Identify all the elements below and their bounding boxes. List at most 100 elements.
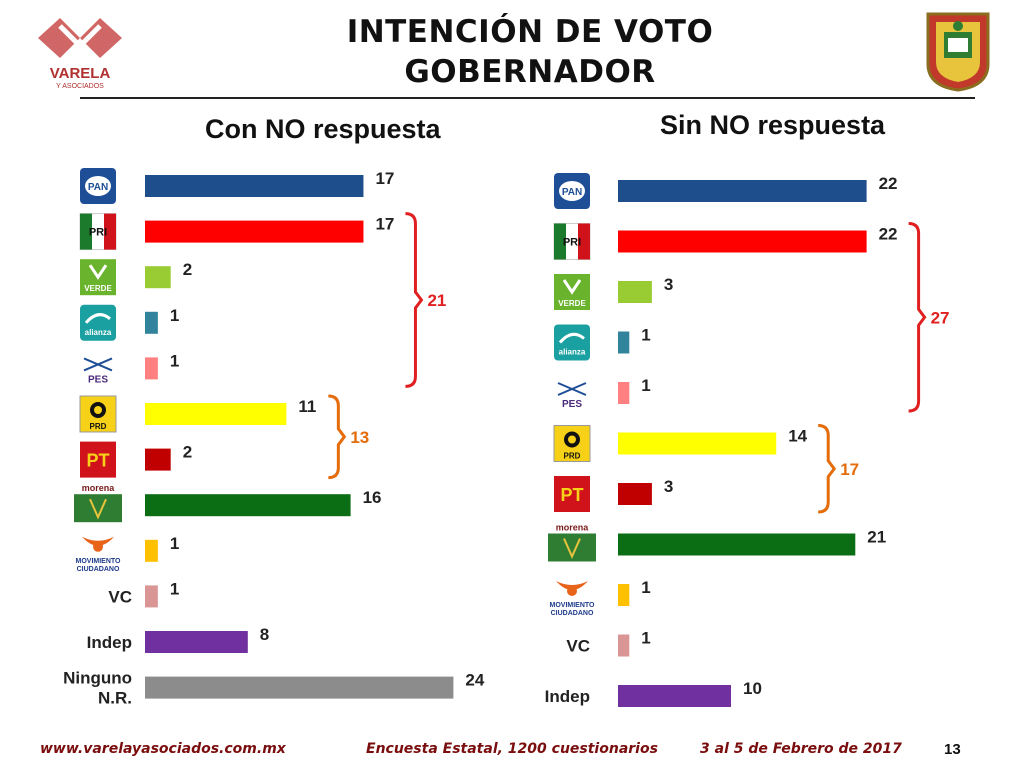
svg-text:PRI: PRI	[563, 237, 581, 249]
value-label-vc: 1	[641, 629, 650, 648]
value-label-mc: 1	[170, 534, 179, 553]
bracket-17	[818, 424, 837, 514]
value-label-pan: 17	[375, 169, 394, 188]
category-label-vc: VC	[566, 637, 590, 656]
svg-text:VERDE: VERDE	[558, 299, 586, 308]
bracket-total-13: 13	[350, 428, 369, 447]
page-title-line2: GOBERNADOR	[404, 54, 656, 90]
pes-logo-icon: PES	[557, 382, 587, 410]
bar-alianza	[618, 331, 630, 354]
bar-mc	[145, 539, 158, 562]
bar-vc	[618, 634, 630, 657]
bracket-total-21: 21	[427, 291, 446, 310]
bracket-13	[328, 394, 347, 480]
footer-survey: Encuesta Estatal, 1200 cuestionarios	[366, 741, 658, 757]
svg-text:PRD: PRD	[90, 422, 107, 431]
bracket-21	[405, 212, 424, 388]
value-label-ninguno-n-r: 24	[465, 671, 484, 690]
page-title-line1: INTENCIÓN DE VOTO	[346, 14, 714, 50]
bar-prd	[618, 432, 777, 455]
bar-pt	[145, 448, 171, 471]
bar-mc	[618, 584, 630, 606]
value-label-verde: 3	[664, 275, 673, 294]
bar-pan	[145, 175, 364, 197]
svg-text:alianza: alianza	[85, 328, 112, 337]
svg-text:PAN: PAN	[562, 187, 582, 198]
value-label-pt: 2	[183, 443, 192, 462]
bracket-total-27: 27	[931, 308, 950, 327]
value-label-mc: 1	[641, 578, 650, 597]
value-label-pes: 1	[641, 376, 650, 395]
category-label-ninguno-n-r: N.R.	[98, 689, 132, 708]
prd-logo-icon: PRD	[79, 395, 117, 433]
value-label-pri: 17	[375, 215, 394, 234]
pri-logo-icon: PRI	[79, 213, 117, 251]
pes-logo-icon: PES	[83, 357, 113, 385]
footer-date: 3 al 5 de Febrero de 2017	[700, 741, 902, 757]
value-label-vc: 1	[170, 579, 179, 598]
bar-prd	[145, 403, 287, 425]
svg-text:CIUDADANO: CIUDADANO	[77, 566, 120, 573]
svg-text:PRI: PRI	[89, 227, 107, 239]
bar-pes	[618, 382, 630, 404]
value-label-morena: 16	[363, 488, 382, 507]
category-label-indep: Indep	[87, 633, 132, 652]
footer-website[interactable]: www.varelayasociados.com.mx	[40, 741, 286, 757]
value-label-alianza: 1	[170, 306, 179, 325]
chart-sin-no-respuesta: PAN 22 PRI 22 VERDE 3 alianza 1 PES 1 PRD 14 PT 3 more…	[545, 173, 950, 707]
category-label-ninguno-n-r: Ninguno	[63, 669, 132, 688]
svg-text:PT: PT	[86, 451, 109, 471]
value-label-prd: 11	[298, 397, 316, 416]
svg-text:morena: morena	[82, 483, 116, 493]
bar-verde	[145, 266, 171, 289]
pan-logo-icon: PAN	[80, 168, 116, 204]
svg-text:CIUDADANO: CIUDADANO	[551, 610, 594, 617]
varela-logo: VARELA Y ASOCIADOS	[30, 8, 130, 90]
category-label-vc: VC	[108, 587, 132, 606]
verde-logo-icon: VERDE	[554, 274, 590, 310]
morena-logo-icon: morena	[548, 523, 596, 562]
value-label-pan: 22	[879, 174, 898, 193]
bar-alianza	[145, 311, 158, 334]
svg-text:PRD: PRD	[564, 452, 581, 461]
right-chart-title: Sin NO respuesta	[660, 110, 886, 140]
estado-de-mexico-seal-icon	[922, 8, 994, 92]
value-label-prd: 14	[788, 427, 807, 446]
value-label-pes: 1	[170, 351, 179, 370]
value-label-indep: 10	[743, 679, 762, 698]
value-label-verde: 2	[183, 260, 192, 279]
bar-pri	[618, 230, 867, 253]
bar-indep	[145, 631, 248, 653]
logo-subtext: Y ASOCIADOS	[56, 83, 104, 90]
alianza-logo-icon: alianza	[554, 324, 590, 361]
pri-logo-icon: PRI	[553, 223, 591, 260]
svg-text:PT: PT	[560, 485, 583, 505]
bar-verde	[618, 281, 652, 303]
value-label-alianza: 1	[641, 326, 650, 345]
bar-morena	[618, 533, 856, 556]
bar-pes	[145, 357, 158, 380]
bar-pt	[618, 483, 652, 505]
category-label-indep: Indep	[545, 687, 590, 706]
svg-text:MOVIMIENTO: MOVIMIENTO	[550, 602, 596, 609]
alianza-logo-icon: alianza	[80, 304, 116, 341]
bar-ninguno-n-r	[145, 676, 454, 699]
logo-text: VARELA	[50, 65, 111, 82]
svg-text:MOVIMIENTO: MOVIMIENTO	[76, 558, 122, 565]
verde-logo-icon: VERDE	[80, 259, 116, 296]
morena-logo-icon: morena	[74, 483, 122, 523]
page-number: 13	[944, 741, 961, 758]
bar-pri	[145, 220, 364, 243]
svg-text:PES: PES	[88, 374, 108, 385]
svg-text:PAN: PAN	[88, 182, 108, 193]
bracket-27	[908, 222, 927, 413]
value-label-pt: 3	[664, 477, 673, 496]
pan-logo-icon: PAN	[554, 173, 590, 209]
value-label-morena: 21	[867, 528, 886, 547]
svg-text:PES: PES	[562, 399, 582, 410]
svg-text:alianza: alianza	[559, 348, 586, 357]
bracket-total-17: 17	[840, 460, 859, 479]
pt-logo-icon: PT	[554, 476, 590, 512]
